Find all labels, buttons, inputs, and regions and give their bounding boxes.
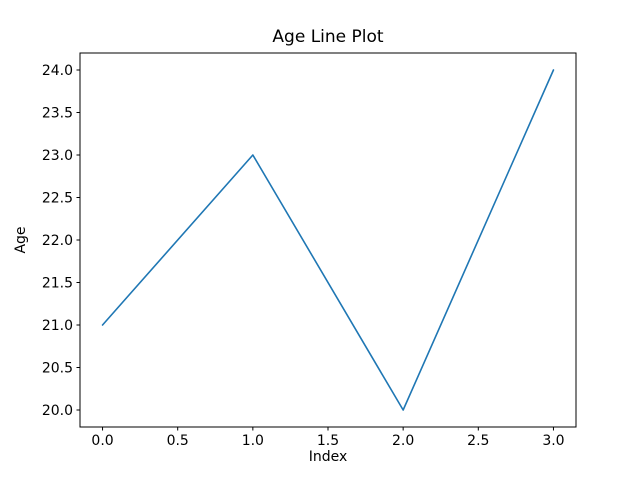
y-tick-label: 22.0 [42, 233, 73, 249]
axes-frame [79, 52, 577, 428]
y-tick-label: 23.0 [42, 148, 73, 164]
y-axis-label: Age [13, 226, 29, 253]
chart-title: Age Line Plot [272, 27, 383, 47]
plot-area: 0.0 0.5 1.0 1.5 2.0 2.5 3.0 20.0 20.5 21.0 21.5 22.… [42, 63, 565, 449]
y-tick-label: 22.5 [42, 191, 73, 207]
y-tick-label: 23.5 [42, 106, 73, 122]
data-line-series [101, 69, 555, 411]
x-tick-label: 0.5 [167, 433, 189, 449]
x-tick-label: 1.5 [317, 433, 339, 449]
x-axis-label: Index [309, 449, 348, 465]
y-tick-label: 24.0 [42, 63, 73, 79]
y-tick-label: 20.0 [42, 403, 73, 419]
x-tick-label: 3.0 [542, 433, 564, 449]
x-tick-label: 1.0 [242, 433, 264, 449]
y-tick-label: 21.5 [42, 276, 73, 292]
x-tick-label: 0.0 [91, 433, 113, 449]
y-tick-label: 21.0 [42, 318, 73, 334]
x-tick-label: 2.0 [392, 433, 414, 449]
x-tick-label: 2.5 [467, 433, 489, 449]
y-tick-label: 20.5 [42, 361, 73, 377]
